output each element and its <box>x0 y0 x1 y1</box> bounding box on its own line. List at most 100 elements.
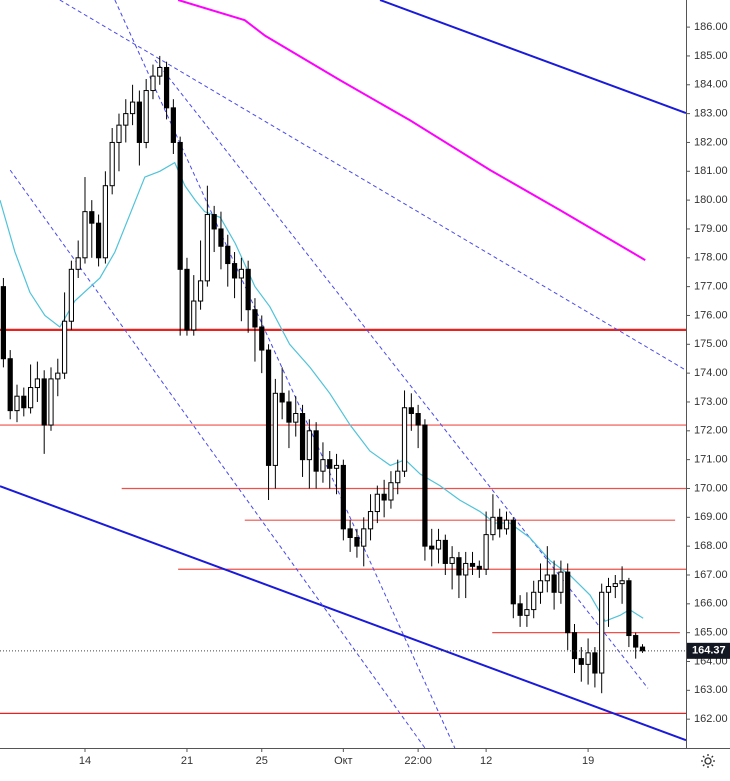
candle-body <box>109 141 115 187</box>
candle-body <box>123 113 129 126</box>
candle-body <box>429 545 435 550</box>
candle-body <box>41 378 47 426</box>
y-tick-label: 171.00 <box>694 454 728 466</box>
candle-body <box>503 519 510 530</box>
candle-body <box>510 519 516 605</box>
candle-body <box>313 430 319 472</box>
candle-body <box>340 464 346 530</box>
y-tick-label: 172.00 <box>694 425 728 437</box>
candle-body <box>95 222 102 259</box>
y-tick-label: 182.00 <box>694 136 728 148</box>
candle-body <box>544 574 550 582</box>
candle-body <box>619 580 625 585</box>
candle-body <box>551 574 557 593</box>
candle-body <box>537 580 544 593</box>
candle-body <box>626 580 632 637</box>
candle-body <box>639 646 646 652</box>
candle-body <box>476 565 482 570</box>
y-tick-label: 180.00 <box>694 194 728 206</box>
candle-body <box>48 378 54 426</box>
candle-body <box>381 493 387 501</box>
candle-body <box>592 652 598 674</box>
last-price-box <box>687 642 730 659</box>
y-tick-label: 163.00 <box>694 684 728 696</box>
candle-body <box>225 245 231 265</box>
candle-body <box>129 101 136 115</box>
candle-body <box>367 511 374 530</box>
candle-body <box>524 609 530 616</box>
y-tick-label: 179.00 <box>694 223 728 235</box>
candle-body <box>157 66 163 77</box>
settings-icon-spokes <box>701 754 715 768</box>
candle-body <box>578 658 584 665</box>
candle-body <box>565 571 571 634</box>
candle-body <box>293 413 299 423</box>
candle-body <box>245 268 251 311</box>
candle-body <box>231 263 238 279</box>
y-tick-label: 166.00 <box>694 598 728 610</box>
y-tick-label: 170.00 <box>694 482 728 494</box>
candle-body <box>21 395 27 409</box>
candle-body <box>456 557 462 576</box>
x-tick-label: 22:00 <box>404 755 432 767</box>
candle-body <box>143 90 149 143</box>
candle-body <box>442 539 448 564</box>
candle-body <box>177 141 183 270</box>
x-tick-label: 12 <box>480 755 492 767</box>
candle-body <box>306 430 312 461</box>
candle-body <box>150 75 156 92</box>
y-tick-label: 175.00 <box>694 338 728 350</box>
candle-body <box>517 603 523 616</box>
candle-body <box>605 586 612 593</box>
candle-body <box>320 459 326 472</box>
candle-body <box>259 326 265 351</box>
candle-body <box>571 632 578 660</box>
last-price-label: 164.37 <box>692 645 726 657</box>
candle-body <box>463 562 469 576</box>
candle-body <box>585 652 591 665</box>
candle-body <box>197 280 204 302</box>
candle-body <box>299 413 306 461</box>
x-tick-label: 21 <box>181 755 193 767</box>
candle-body <box>333 464 340 469</box>
candle-body <box>449 557 455 564</box>
y-tick-label: 168.00 <box>694 540 728 552</box>
candle-body <box>483 534 489 570</box>
x-tick-label: 14 <box>79 755 91 767</box>
candle-body <box>136 101 142 143</box>
candle-body <box>401 407 408 472</box>
plot-area <box>0 0 686 748</box>
candle-body <box>184 268 190 331</box>
y-tick-label: 167.00 <box>694 569 728 581</box>
candle-body <box>82 211 88 259</box>
candle-body <box>163 66 170 109</box>
y-tick-label: 181.00 <box>694 165 728 177</box>
trendline <box>59 0 686 371</box>
candle-body <box>102 185 108 259</box>
x-tick-label: Окт <box>334 755 353 767</box>
trendline <box>0 485 686 742</box>
candle-body <box>211 214 217 230</box>
moving-average-line <box>177 0 646 261</box>
candle-body <box>265 349 272 466</box>
y-tick-label: 184.00 <box>694 79 728 91</box>
candle-body <box>61 320 68 374</box>
y-tick-label: 186.00 <box>694 21 728 33</box>
candle-body <box>286 401 292 423</box>
candle-body <box>490 516 496 536</box>
candle-body <box>327 459 333 469</box>
candle-body <box>531 591 537 611</box>
candle-body <box>347 528 353 538</box>
candle-body <box>55 372 61 380</box>
candle-body <box>558 571 564 593</box>
candle-body <box>34 378 41 389</box>
candle-body <box>272 392 278 466</box>
trendline <box>379 0 686 114</box>
candle-body <box>422 424 428 547</box>
candle-body <box>354 536 360 547</box>
settings-icon[interactable] <box>701 754 715 768</box>
